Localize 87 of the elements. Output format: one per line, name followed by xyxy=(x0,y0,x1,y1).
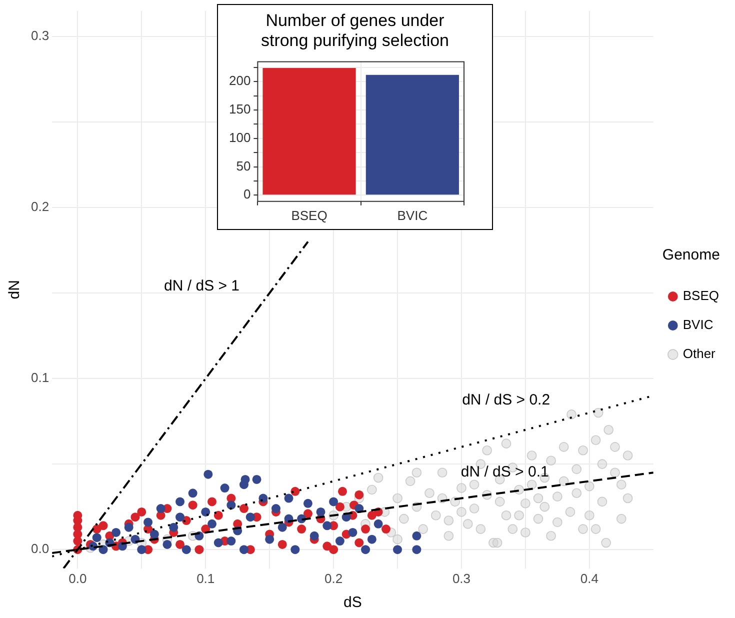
point xyxy=(361,545,370,554)
annotation: dN / dS > 1 xyxy=(164,277,240,294)
point xyxy=(278,522,287,532)
x-tick-label: 0.3 xyxy=(452,570,471,586)
point xyxy=(381,524,390,534)
point xyxy=(204,470,213,479)
point xyxy=(214,510,223,520)
legend-label: Other xyxy=(682,346,716,362)
point xyxy=(92,533,102,542)
point xyxy=(303,509,312,518)
point xyxy=(124,522,134,532)
point xyxy=(240,474,250,484)
legend-title: Genome xyxy=(662,246,720,264)
point xyxy=(303,498,312,508)
point xyxy=(176,497,185,506)
point xyxy=(194,545,204,554)
point xyxy=(278,540,287,549)
point xyxy=(290,486,300,496)
annotation: dN / dS > 0.2 xyxy=(462,392,550,409)
point xyxy=(348,528,358,537)
x-tick-label: 0.0 xyxy=(68,570,87,586)
y-tick-label: 0.0 xyxy=(30,541,50,556)
point xyxy=(137,507,146,516)
x-tick-label: 0.4 xyxy=(580,570,598,586)
x-axis-title: dS xyxy=(344,594,362,612)
point xyxy=(297,524,306,534)
point xyxy=(316,507,326,516)
point xyxy=(271,504,280,514)
point xyxy=(246,512,255,522)
point xyxy=(137,545,146,554)
point xyxy=(329,545,338,554)
point xyxy=(329,497,338,506)
legend-label: BVIC xyxy=(682,317,714,332)
point xyxy=(220,484,230,493)
point xyxy=(290,545,300,554)
point xyxy=(412,545,422,554)
y-tick-label: 0.1 xyxy=(30,370,50,386)
point xyxy=(207,519,216,528)
point xyxy=(98,545,108,554)
point xyxy=(150,530,159,539)
annotation: dN / dS > 0.1 xyxy=(460,464,549,481)
point xyxy=(188,500,198,510)
point xyxy=(162,540,172,549)
point xyxy=(265,534,274,544)
chart-title: Number of genes under strong purifying selection xyxy=(260,11,450,51)
point xyxy=(367,534,376,544)
point xyxy=(393,545,402,554)
y-tick-label: 150 xyxy=(228,102,251,117)
point xyxy=(258,494,268,503)
point xyxy=(354,490,364,500)
point xyxy=(207,497,216,506)
point xyxy=(361,524,370,534)
point xyxy=(112,528,121,537)
legend-label: BSEQ xyxy=(682,288,719,304)
point xyxy=(335,536,344,546)
point xyxy=(169,522,178,532)
point xyxy=(226,500,236,510)
point xyxy=(310,531,319,540)
point xyxy=(214,538,223,548)
point xyxy=(239,545,248,554)
y-tick-label: 50 xyxy=(236,158,251,174)
point xyxy=(412,531,422,540)
point xyxy=(182,545,191,554)
point xyxy=(374,519,383,528)
point xyxy=(201,507,210,516)
y-tick-label: 200 xyxy=(228,73,251,88)
point xyxy=(130,512,140,522)
x-tick-label: 0.1 xyxy=(196,570,215,586)
point xyxy=(144,518,153,527)
point xyxy=(176,512,185,522)
point xyxy=(239,504,248,514)
point xyxy=(252,474,262,484)
point xyxy=(98,521,108,530)
x-tick-label: 0.2 xyxy=(324,570,343,586)
point xyxy=(354,538,364,548)
y-tick-label: 0.3 xyxy=(30,28,50,44)
point xyxy=(176,540,185,549)
point xyxy=(284,494,294,503)
point xyxy=(226,536,236,546)
y-axis-title: dN xyxy=(6,280,24,300)
point xyxy=(335,502,344,512)
y-tick-label: 0 xyxy=(243,186,251,202)
point xyxy=(188,488,198,498)
point xyxy=(156,504,166,514)
point xyxy=(322,521,332,530)
y-tick-label: 100 xyxy=(228,130,251,145)
point xyxy=(338,486,347,496)
